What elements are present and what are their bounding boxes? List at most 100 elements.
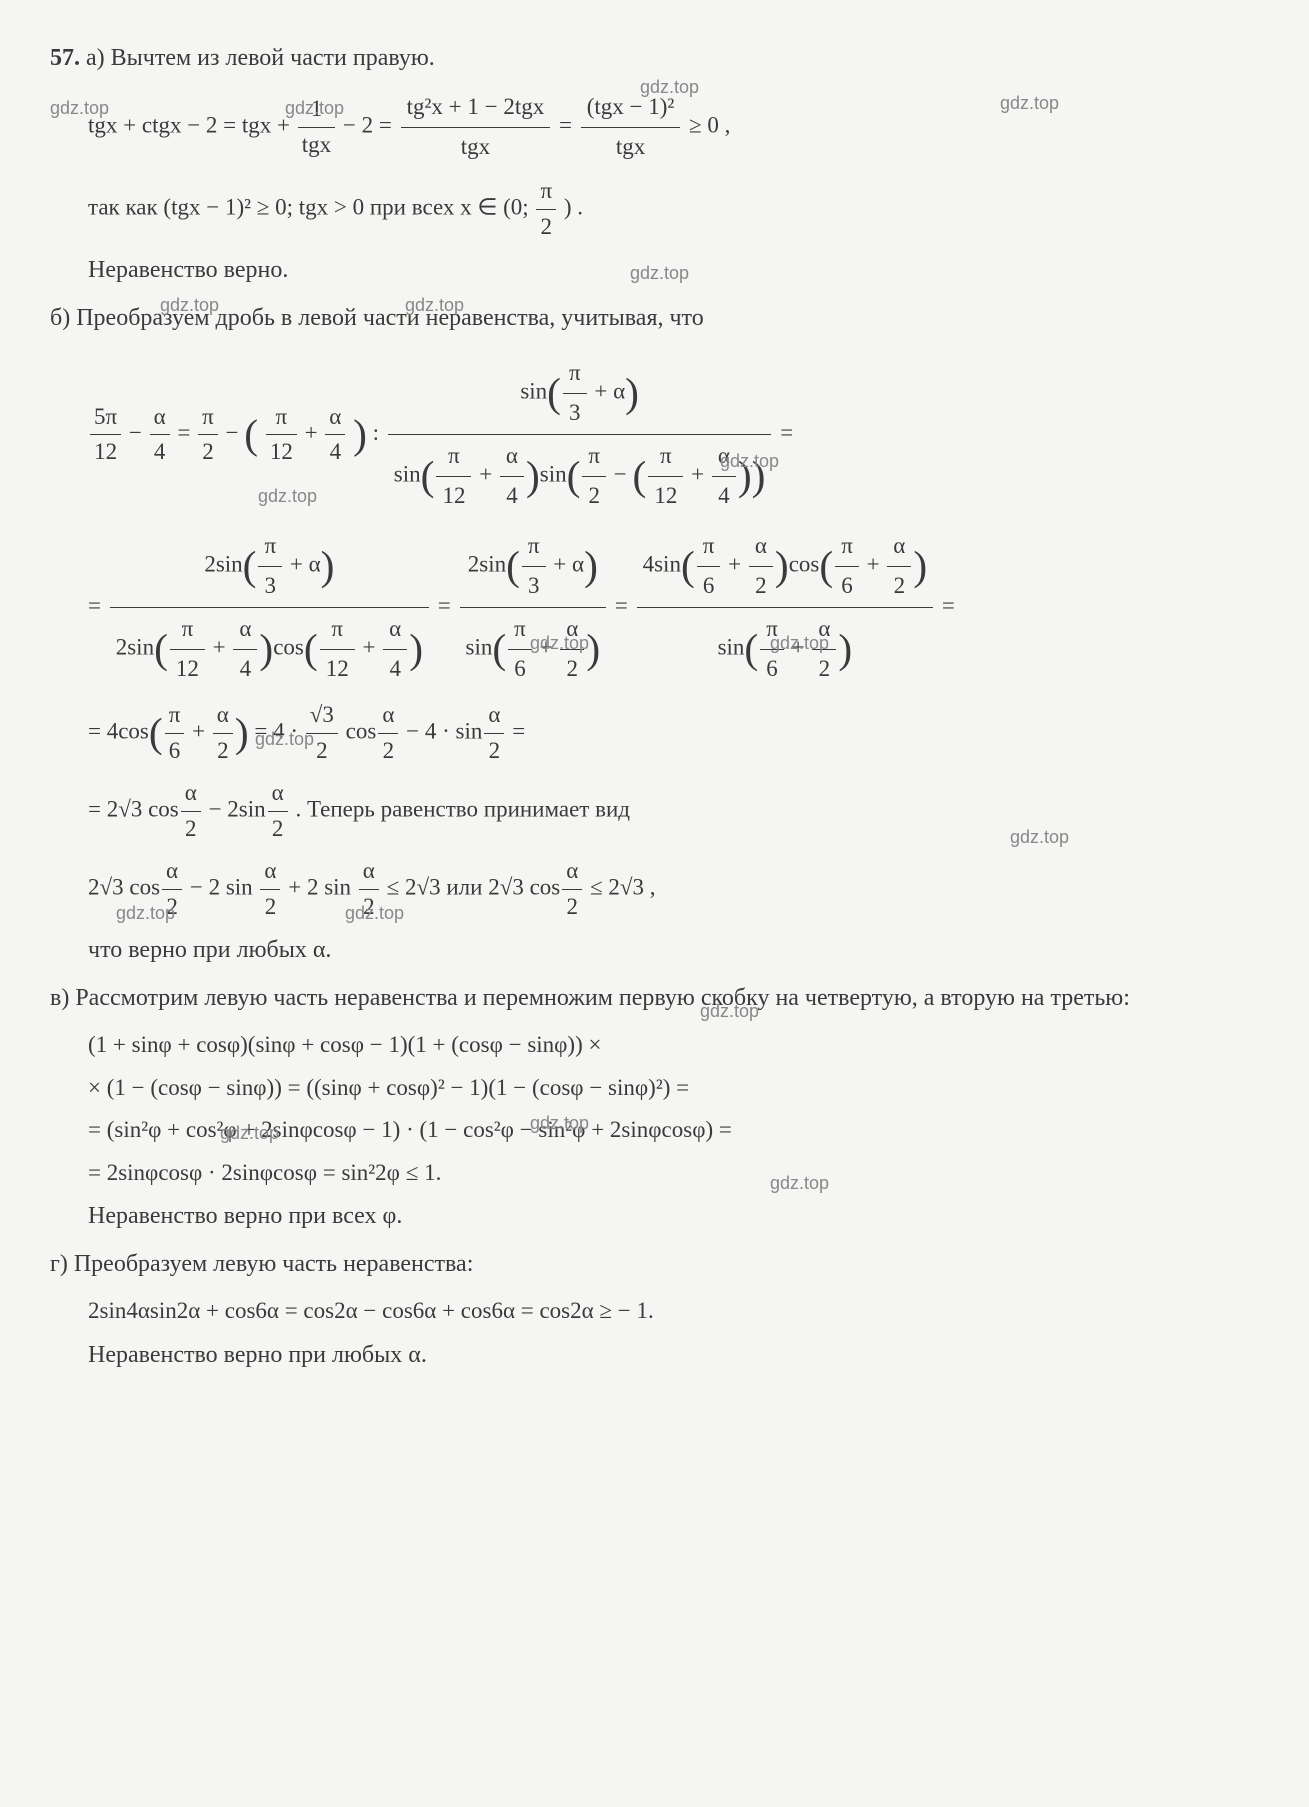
part-a-header: 57. а) Вычтем из левой части правую. bbox=[50, 40, 1259, 76]
numerator: π bbox=[165, 698, 185, 734]
paren: ( bbox=[547, 369, 561, 415]
denominator: 2 bbox=[484, 734, 504, 769]
numerator: 2sin(π3 + α) bbox=[110, 525, 429, 608]
expr: − bbox=[608, 461, 632, 486]
numerator: α bbox=[812, 610, 836, 650]
numerator: 2sin(π3 + α) bbox=[460, 525, 607, 608]
frac: tg²x + 1 − 2tgx tgx bbox=[401, 88, 551, 166]
expr: + α bbox=[548, 551, 585, 576]
frac: α2 bbox=[213, 698, 233, 768]
numerator: α bbox=[359, 854, 379, 890]
denominator: 6 bbox=[165, 734, 185, 769]
expr: − bbox=[129, 420, 148, 445]
denominator: 2 bbox=[378, 734, 398, 769]
paren: ( bbox=[243, 542, 257, 588]
denominator: 2 bbox=[213, 734, 233, 769]
big-frac: sin(π3 + α) sin(π12 + α4)sin(π2 − (π12 +… bbox=[388, 352, 772, 517]
frac: π12 bbox=[436, 437, 471, 515]
denominator: 2 bbox=[162, 890, 182, 925]
frac: 1 tgx bbox=[298, 92, 335, 162]
frac: α4 bbox=[383, 610, 407, 688]
paren: ( bbox=[744, 625, 758, 671]
denominator: 4 bbox=[150, 435, 170, 470]
part-d-line-1: 2sin4αsin2α + cos6α = cos2α − cos6α + co… bbox=[88, 1294, 1259, 1329]
sin: sin bbox=[718, 634, 745, 659]
frac: (tgx − 1)² tgx bbox=[581, 88, 681, 166]
denominator: 6 bbox=[760, 650, 784, 689]
sin: sin bbox=[520, 378, 547, 403]
denominator: 12 bbox=[266, 435, 297, 470]
denominator: 4 bbox=[500, 477, 524, 516]
paren: ( bbox=[567, 452, 581, 498]
part-c-line-2: × (1 − (cosφ − sinφ)) = ((sinφ + cosφ)² … bbox=[88, 1071, 1259, 1106]
part-c-line-1: (1 + sinφ + cosφ)(sinφ + cosφ − 1)(1 + (… bbox=[88, 1028, 1259, 1063]
numerator: α bbox=[378, 698, 398, 734]
expr: = bbox=[88, 593, 107, 618]
numerator: α bbox=[562, 854, 582, 890]
denominator: 3 bbox=[563, 394, 587, 433]
numerator: α bbox=[500, 437, 524, 477]
paren: ( bbox=[681, 542, 695, 588]
part-b-equation-2: = 2sin(π3 + α) 2sin(π12 + α4)cos(π12 + α… bbox=[88, 525, 1259, 690]
frac: α4 bbox=[712, 437, 736, 515]
numerator: π bbox=[563, 354, 587, 394]
denominator: tgx bbox=[581, 128, 681, 167]
denominator: sin(π12 + α4)sin(π2 − (π12 + α4)) bbox=[388, 435, 772, 517]
denominator: 6 bbox=[697, 567, 721, 606]
part-b-equation-4: = 2√3 cosα2 − 2sinα2 . Теперь равенство … bbox=[88, 776, 1259, 846]
denominator: 2sin(π12 + α4)cos(π12 + α4) bbox=[110, 608, 429, 690]
paren: ) bbox=[625, 369, 639, 415]
part-b-conclusion: что верно при любых α. bbox=[88, 932, 1259, 968]
denominator: 12 bbox=[320, 650, 355, 689]
expr: + bbox=[473, 461, 497, 486]
numerator: π bbox=[266, 400, 297, 436]
part-c-intro: в) Рассмотрим левую часть неравенства и … bbox=[50, 980, 1259, 1016]
expr: ≥ 0 , bbox=[689, 112, 730, 137]
numerator: π bbox=[436, 437, 471, 477]
expr: = 4 · bbox=[254, 718, 303, 743]
expr: = 4cos bbox=[88, 718, 149, 743]
expr: = bbox=[512, 718, 525, 743]
frac: α2 bbox=[560, 610, 584, 688]
denominator: 4 bbox=[233, 650, 257, 689]
expr: + α bbox=[589, 378, 626, 403]
part-d-intro: г) Преобразуем левую часть неравенства: bbox=[50, 1246, 1259, 1282]
part-c-line-3: = (sin²φ + cos²φ + 2sinφcosφ − 1) · (1 −… bbox=[88, 1113, 1259, 1148]
denominator: 2 bbox=[268, 812, 288, 847]
paren: ( bbox=[244, 411, 258, 457]
sin: sin bbox=[394, 461, 421, 486]
numerator: α bbox=[233, 610, 257, 650]
part-a-intro-text: а) Вычтем из левой части правую. bbox=[86, 45, 435, 71]
expr: + bbox=[305, 420, 324, 445]
paren: ) bbox=[775, 542, 789, 588]
expr: + bbox=[207, 634, 231, 659]
expr: ) . bbox=[564, 194, 583, 219]
numerator: α bbox=[150, 400, 170, 436]
frac: 5π 12 bbox=[90, 400, 121, 470]
numerator: π bbox=[835, 527, 859, 567]
paren: ) bbox=[409, 625, 423, 671]
numerator: α bbox=[260, 854, 280, 890]
numerator: 1 bbox=[298, 92, 335, 128]
cos: cos bbox=[789, 551, 820, 576]
frac: α2 bbox=[749, 527, 773, 605]
paren: ) bbox=[586, 625, 600, 671]
paren: ) bbox=[259, 625, 273, 671]
expr: = bbox=[942, 593, 955, 618]
denominator: 6 bbox=[508, 650, 532, 689]
part-b-equation-3: = 4cos(π6 + α2) = 4 · √32 cosα2 − 4 · si… bbox=[88, 698, 1259, 768]
frac: π3 bbox=[522, 527, 546, 605]
numerator: α bbox=[749, 527, 773, 567]
denominator: 2 bbox=[359, 890, 379, 925]
expr: = bbox=[438, 593, 457, 618]
expr: = bbox=[615, 593, 634, 618]
frac: α4 bbox=[500, 437, 524, 515]
frac: α 4 bbox=[325, 400, 345, 470]
frac: π 2 bbox=[536, 174, 556, 244]
paren: ( bbox=[304, 625, 318, 671]
denominator: tgx bbox=[298, 128, 335, 163]
numerator: tg²x + 1 − 2tgx bbox=[401, 88, 551, 128]
numerator: π bbox=[508, 610, 532, 650]
numerator: α bbox=[560, 610, 584, 650]
numerator: α bbox=[887, 527, 911, 567]
